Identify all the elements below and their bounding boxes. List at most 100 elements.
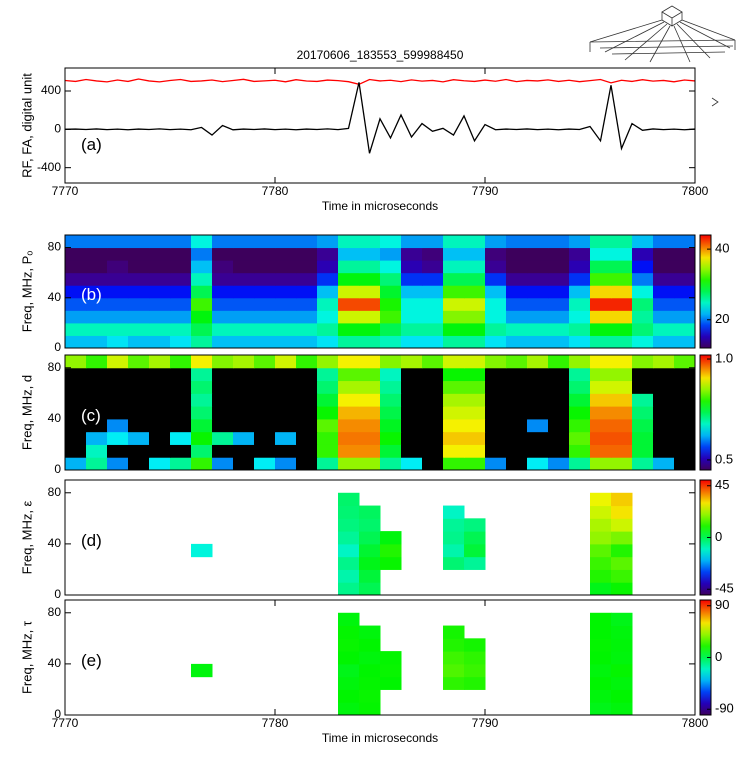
heatmap-cell — [128, 380, 150, 394]
heatmap-cell — [170, 457, 192, 471]
heatmap-cell — [338, 380, 360, 394]
heatmap-cell — [548, 380, 570, 394]
heatmap-cell — [254, 285, 276, 299]
heatmap-cell — [86, 310, 108, 324]
heatmap-cell — [338, 367, 360, 382]
heatmap-cell — [569, 310, 591, 324]
heatmap-cell — [212, 380, 234, 394]
heatmap-cell — [86, 393, 108, 407]
heatmap-cell — [653, 444, 675, 458]
plot-frame — [64, 67, 696, 184]
heatmap-cell — [359, 556, 381, 570]
heatmap-cell — [149, 431, 171, 445]
heatmap-cell — [527, 297, 549, 311]
heatmap-cell — [359, 651, 381, 665]
heatmap-cell — [65, 272, 87, 286]
heatmap-cell — [485, 457, 507, 471]
heatmap-cell — [317, 418, 339, 433]
heatmap-cell — [653, 272, 675, 286]
heatmap-cells — [191, 492, 633, 596]
heatmap-cell — [506, 367, 528, 382]
heatmap-cell — [254, 322, 276, 336]
heatmap-cell — [359, 582, 381, 596]
heatmap-cell — [149, 393, 171, 407]
heatmap-cell — [527, 272, 549, 286]
heatmap-cell — [401, 393, 423, 407]
heatmap-cell — [191, 235, 213, 249]
heatmap-cell — [254, 310, 276, 324]
y-axis-label: Freq, MHz, Pₒ — [19, 251, 34, 333]
heatmap-cell — [611, 582, 633, 596]
heatmap-cell — [191, 260, 213, 274]
heatmap-cell — [464, 297, 486, 311]
heatmap-cell — [317, 335, 339, 349]
heatmap-cell — [653, 367, 675, 382]
colorbar-tick-label: 45 — [715, 477, 729, 492]
heatmap-cell — [275, 247, 297, 261]
heatmap-cell — [254, 260, 276, 274]
heatmap-cell — [338, 355, 360, 369]
heatmap-cell — [275, 380, 297, 394]
heatmap-cell — [65, 247, 87, 261]
heatmap-cell — [338, 582, 360, 596]
heatmap-cell — [233, 393, 255, 407]
heatmap-cell — [275, 235, 297, 249]
heatmap-cell — [527, 247, 549, 261]
heatmap-cell — [590, 380, 612, 394]
heatmap-cell — [233, 310, 255, 324]
heatmap-cell — [233, 260, 255, 274]
heatmap-cell — [611, 355, 633, 369]
heatmap-cell — [380, 393, 402, 407]
heatmap-cell — [443, 418, 465, 433]
heatmap-cell — [170, 310, 192, 324]
heatmap-cell — [128, 310, 150, 324]
heatmap-cell — [443, 335, 465, 349]
heatmap-cell — [590, 663, 612, 678]
heatmap-cell — [170, 444, 192, 458]
heatmap-cell — [401, 297, 423, 311]
heatmap-cell — [380, 651, 402, 665]
heatmap-cell — [443, 260, 465, 274]
heatmap-cell — [296, 285, 318, 299]
heatmap-cell — [233, 431, 255, 445]
heatmap-cell — [359, 505, 381, 519]
heatmap-cell — [443, 444, 465, 458]
heatmap-cell — [485, 335, 507, 349]
heatmap-cell — [611, 367, 633, 382]
heatmap-cell — [275, 406, 297, 420]
heatmap-cell — [611, 310, 633, 324]
heatmap-cell — [233, 335, 255, 349]
heatmap-cell — [674, 297, 696, 311]
heatmap-cell — [485, 235, 507, 249]
heatmap-cell — [632, 310, 654, 324]
heatmap-cell — [254, 431, 276, 445]
heatmap-cell — [590, 518, 612, 532]
heatmap-cell — [86, 235, 108, 249]
heatmap-cell — [191, 457, 213, 471]
panel-label: (b) — [81, 285, 102, 304]
heatmap-cell — [464, 543, 486, 558]
heatmap-cell — [590, 355, 612, 369]
heatmap-cell — [170, 235, 192, 249]
heatmap-cell — [653, 355, 675, 369]
heatmap-cell — [569, 335, 591, 349]
heatmap-cell — [359, 663, 381, 678]
heatmap-cell — [464, 322, 486, 336]
heatmap-cell — [128, 418, 150, 433]
heatmap-cell — [275, 285, 297, 299]
heatmap-cell — [191, 393, 213, 407]
heatmap-cell — [338, 625, 360, 639]
heatmap-cell — [191, 247, 213, 261]
heatmap-cell — [65, 235, 87, 249]
heatmap-cell — [401, 406, 423, 420]
heatmap-cell — [443, 393, 465, 407]
heatmap-cell — [359, 367, 381, 382]
heatmap-cell — [149, 418, 171, 433]
heatmap-cell — [443, 518, 465, 532]
heatmap-cell — [611, 272, 633, 286]
heatmap-cell — [569, 406, 591, 420]
heatmap-cell — [569, 235, 591, 249]
heatmap-cell — [128, 272, 150, 286]
heatmap-cell — [107, 272, 129, 286]
heatmap-cell — [401, 310, 423, 324]
